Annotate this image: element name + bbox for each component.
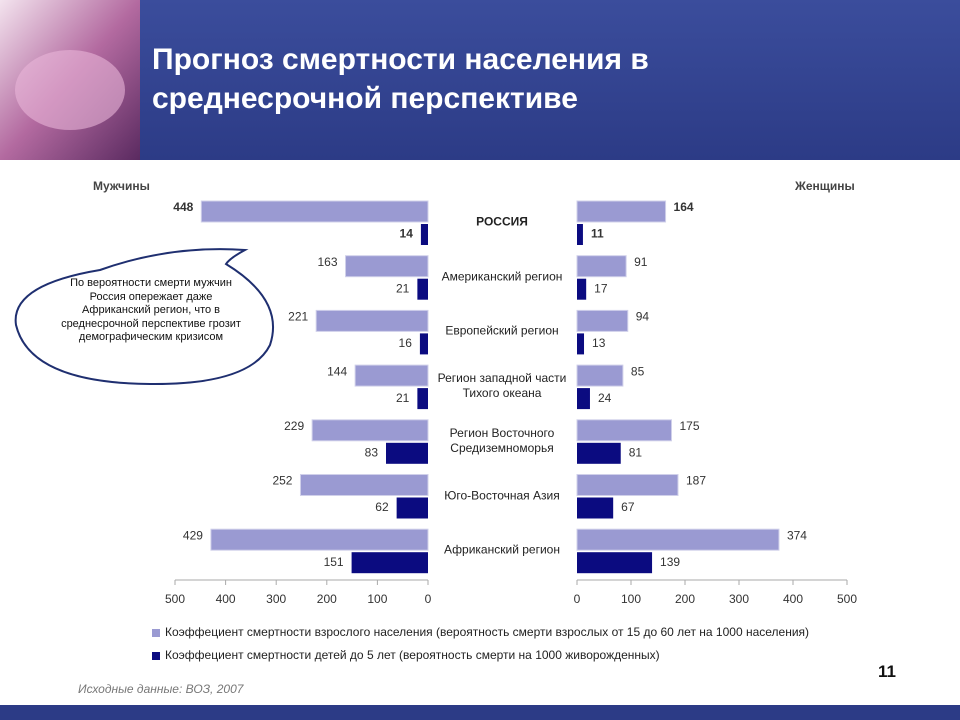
value-label: 21 bbox=[396, 391, 410, 405]
value-label: 24 bbox=[598, 391, 612, 405]
x-tick-label: 400 bbox=[783, 592, 803, 606]
legend-swatch bbox=[152, 652, 160, 660]
left-panel-label: Мужчины bbox=[93, 179, 150, 193]
value-label: 81 bbox=[629, 445, 643, 459]
page-number: 11 bbox=[878, 662, 896, 681]
footer-band bbox=[0, 705, 960, 720]
bar bbox=[351, 552, 428, 574]
bar bbox=[396, 497, 428, 519]
value-label: 374 bbox=[787, 528, 807, 542]
x-tick-label: 500 bbox=[837, 592, 857, 606]
value-label: 144 bbox=[327, 364, 347, 378]
bar bbox=[420, 224, 428, 245]
value-label: 94 bbox=[636, 310, 650, 324]
value-label: 221 bbox=[288, 310, 308, 324]
x-tick-label: 300 bbox=[729, 592, 749, 606]
x-tick-label: 100 bbox=[367, 592, 387, 606]
bar bbox=[576, 419, 672, 442]
value-label: 14 bbox=[400, 227, 414, 241]
bar bbox=[354, 364, 429, 387]
bar bbox=[210, 528, 429, 551]
bar bbox=[577, 552, 653, 574]
bar bbox=[576, 255, 627, 278]
value-label: 11 bbox=[591, 227, 604, 241]
value-label: 151 bbox=[324, 555, 344, 569]
x-tick-label: 400 bbox=[216, 592, 236, 606]
category-label: Европейский регион bbox=[445, 323, 559, 338]
x-tick-label: 300 bbox=[266, 592, 286, 606]
right-panel-label: Женщины bbox=[795, 179, 855, 193]
category-label: Американский регион bbox=[441, 269, 563, 284]
value-label: 229 bbox=[284, 419, 304, 433]
legend-label: Коэффециент смертности детей до 5 лет (в… bbox=[165, 648, 660, 662]
bar bbox=[315, 309, 429, 332]
value-label: 252 bbox=[272, 474, 292, 488]
category-label: Регион западной части Тихого океана bbox=[437, 371, 567, 401]
value-label: 16 bbox=[399, 336, 413, 350]
value-label: 21 bbox=[396, 281, 410, 295]
bar bbox=[577, 497, 614, 519]
bar bbox=[577, 388, 590, 410]
category-label: Африканский регион bbox=[444, 542, 560, 557]
bar bbox=[200, 200, 429, 223]
value-label: 139 bbox=[660, 555, 680, 569]
bar bbox=[576, 200, 667, 223]
bar bbox=[576, 364, 624, 387]
callout-bubble bbox=[14, 248, 275, 386]
x-tick-label: 500 bbox=[165, 592, 185, 606]
bar bbox=[311, 419, 429, 442]
source: Исходные данные: ВОЗ, 2007 bbox=[78, 682, 244, 696]
title: Прогноз смертности населения в среднесро… bbox=[152, 43, 649, 115]
value-label: 62 bbox=[375, 500, 389, 514]
legend-label: Коэффециент смертности взрослого населен… bbox=[165, 625, 810, 639]
value-label: 175 bbox=[680, 419, 700, 433]
value-label: 429 bbox=[183, 528, 203, 542]
x-tick-label: 0 bbox=[574, 592, 581, 606]
bar bbox=[345, 255, 429, 278]
x-tick-label: 100 bbox=[621, 592, 641, 606]
bar bbox=[576, 474, 679, 496]
value-label: 67 bbox=[621, 500, 635, 514]
value-label: 448 bbox=[173, 200, 193, 214]
header-band bbox=[0, 0, 960, 160]
bar bbox=[417, 278, 428, 300]
value-label: 187 bbox=[686, 474, 706, 488]
header-image-glow bbox=[15, 50, 125, 130]
value-label: 163 bbox=[317, 255, 337, 269]
callout-text: По вероятности смерти мужчин Россия опер… bbox=[61, 277, 241, 343]
category-label: Юго-Восточная Азия bbox=[444, 488, 560, 502]
x-tick-label: 200 bbox=[317, 592, 337, 606]
category-label: Регион Восточного Средиземноморья bbox=[449, 425, 555, 455]
x-tick-label: 200 bbox=[675, 592, 695, 606]
bar bbox=[576, 528, 780, 551]
value-label: 83 bbox=[365, 445, 379, 459]
x-tick-label: 0 bbox=[425, 592, 432, 606]
bar bbox=[577, 442, 621, 464]
value-label: 91 bbox=[634, 255, 648, 269]
legend-swatch bbox=[152, 629, 160, 637]
bar bbox=[417, 388, 428, 410]
bar bbox=[577, 224, 583, 245]
value-label: 164 bbox=[674, 200, 694, 214]
bar bbox=[576, 309, 629, 332]
bar bbox=[419, 333, 428, 355]
value-label: 85 bbox=[631, 364, 645, 378]
bar bbox=[386, 442, 428, 464]
value-label: 13 bbox=[592, 336, 606, 350]
value-label: 17 bbox=[594, 281, 608, 295]
bar bbox=[577, 333, 585, 355]
bar bbox=[299, 474, 429, 496]
bar bbox=[577, 278, 587, 300]
category-label: РОССИЯ bbox=[476, 214, 528, 229]
